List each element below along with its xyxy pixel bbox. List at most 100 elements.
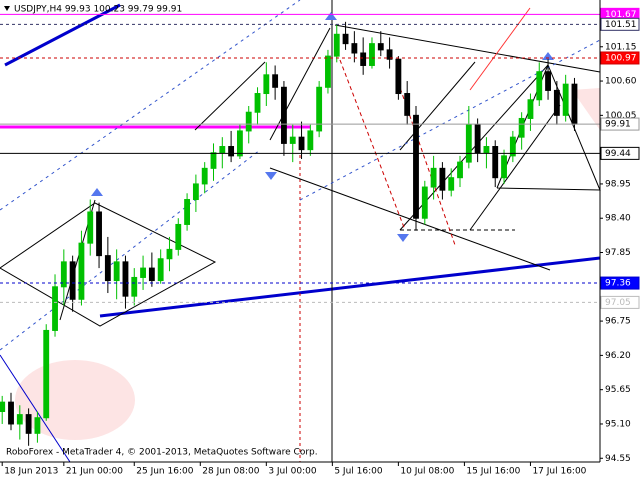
candle-body [281, 86, 287, 144]
chart-title: USDJPY,H4 99.93 100.23 99.79 99.91 [14, 5, 182, 15]
candle-body [263, 74, 270, 95]
target-zone [572, 88, 600, 130]
y-tick-label: 97.85 [605, 248, 631, 258]
candle-body [166, 248, 173, 260]
candle-body [157, 258, 164, 282]
candle-body [184, 199, 191, 225]
y-tick-label: 96.75 [605, 317, 631, 327]
footer: RoboForex - MetaTrader 4, © 2001-2013, M… [6, 448, 318, 458]
level-label: 99.44 [605, 149, 631, 159]
candle-body [457, 161, 463, 179]
candle-body [404, 93, 411, 116]
candle-body [562, 83, 569, 116]
candle-body [0, 401, 6, 412]
trend-line [0, 0, 301, 211]
candle-body [96, 211, 102, 257]
candle-body [474, 124, 481, 154]
candle-body [518, 117, 525, 138]
candle-body [201, 167, 208, 185]
candle-body [272, 74, 279, 88]
x-tick-label: 3 Jul 00:00 [268, 467, 317, 477]
candle-body [104, 255, 111, 282]
y-tick-label: 100.05 [605, 111, 637, 121]
y-tick-label: 94.55 [605, 454, 631, 464]
candle-body [307, 130, 314, 151]
candle-body [122, 261, 129, 297]
candle-body [52, 286, 58, 331]
x-tick-label: 21 Jun 00:00 [66, 467, 123, 477]
candle-body [140, 267, 146, 278]
candle-body [175, 223, 182, 250]
trend-line [0, 149, 261, 351]
level-label-box [600, 117, 640, 131]
candle-body [342, 33, 349, 45]
plot [0, 13, 600, 446]
trend-line [0, 202, 217, 327]
fractal-arrow [397, 234, 409, 242]
candle-body [536, 71, 543, 101]
y-tick-label: 95.65 [605, 385, 631, 395]
candle-body [245, 111, 252, 132]
candle-body [87, 211, 94, 244]
level-label-box [600, 17, 640, 31]
fractal-arrow [325, 12, 337, 20]
x-tick-label: 5 Jul 16:00 [334, 467, 383, 477]
fractal-arrow [542, 52, 554, 60]
candle-body [377, 43, 384, 51]
candle-body [69, 261, 76, 300]
level-label: 97.36 [605, 279, 631, 289]
candle-body [254, 93, 261, 113]
trend-line [269, 27, 331, 141]
candle-body [78, 242, 85, 300]
level-label: 99.91 [605, 120, 631, 130]
y-tick-label: 98.40 [605, 214, 631, 224]
candle-body [509, 136, 516, 157]
x-tick-label: 18 Jun 2013 [4, 467, 58, 477]
candle-body [545, 71, 551, 91]
trend-line [4, 3, 121, 67]
trend-line [99, 256, 601, 318]
candle-body [448, 177, 455, 191]
y-tick-label: 98.95 [605, 179, 631, 189]
candle-body [219, 146, 226, 154]
candle-body [192, 183, 199, 201]
trend-line [339, 59, 406, 231]
candle-body [483, 146, 490, 154]
trend-line [194, 61, 266, 131]
level-label-box [600, 276, 640, 290]
candle-body [413, 114, 419, 219]
x-tick-label: 10 Jul 08:00 [400, 467, 454, 477]
candle-body [386, 49, 393, 60]
x-tick-label: 15 Jul 16:00 [466, 467, 520, 477]
candle-body [351, 43, 358, 54]
candle-body [60, 261, 67, 288]
candle-body [148, 267, 155, 282]
candle-body [228, 146, 235, 157]
candle-body [553, 89, 560, 116]
candle-body [131, 276, 138, 297]
annotations [0, 0, 601, 463]
trend-line [0, 354, 71, 463]
trend-line [469, 7, 531, 91]
y-tick-label: 100.60 [605, 77, 637, 87]
y-tick-label: 95.10 [605, 419, 631, 429]
trend-line [334, 24, 601, 73]
candle-body [333, 33, 340, 57]
candle-body [325, 55, 331, 88]
candle-body [501, 155, 507, 179]
y-tick-label: 101.15 [605, 42, 637, 52]
candle-body [113, 261, 120, 282]
candle-body [430, 167, 437, 188]
level-label-box [600, 295, 640, 309]
target-zone [15, 360, 135, 440]
x-tick-label: 28 Jun 08:00 [202, 467, 259, 477]
level-label: 101.67 [605, 10, 637, 20]
fractal-arrow [265, 172, 277, 180]
candle-body [571, 83, 578, 125]
fractal-arrow [91, 188, 103, 196]
y-tick-label: 96.20 [605, 351, 631, 361]
candle-body [360, 52, 367, 66]
level-label: 100.97 [605, 53, 637, 63]
candle-body [289, 136, 296, 144]
